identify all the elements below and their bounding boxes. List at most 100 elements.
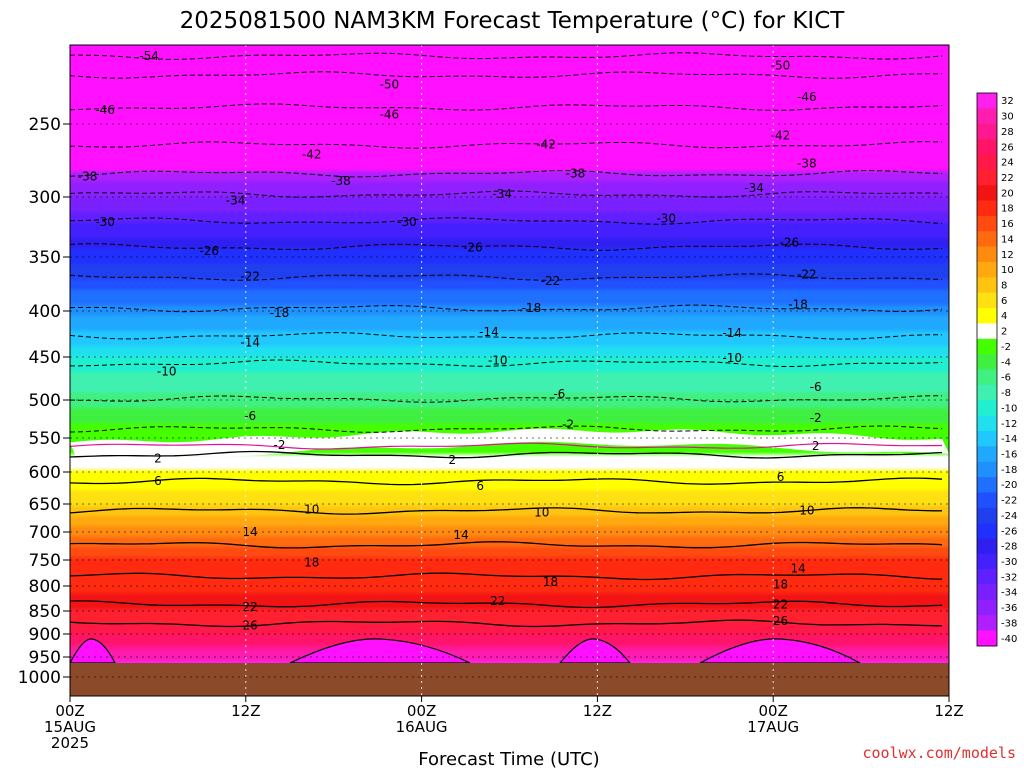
colorbar-label: -28 (1001, 542, 1017, 553)
colorbar-label: 22 (1001, 173, 1014, 184)
colorbar-label: -24 (1001, 511, 1017, 522)
contour-label: -42 (771, 129, 791, 143)
colorbar-label: 14 (1001, 234, 1014, 245)
contour-label: -34 (226, 194, 246, 208)
contour-line (70, 332, 942, 340)
contour-label: -26 (780, 236, 800, 250)
contour-label: -30 (656, 212, 676, 226)
y-tick-label: 300 (29, 188, 61, 208)
credit-link[interactable]: coolwx.com/models (862, 744, 1016, 762)
contour-label: -10 (488, 353, 508, 367)
contour-label: -34 (744, 181, 764, 195)
colorbar-label: 32 (1001, 96, 1014, 107)
contour-label: 26 (243, 619, 258, 633)
y-tick-label: 650 (29, 495, 61, 515)
colorbar-swatch (977, 338, 997, 355)
y-tick-label: 750 (29, 551, 61, 571)
y-axis-ticks: 250 300 350 400 450 500 550 600 650 700 750 800 850 9… (18, 115, 70, 688)
grid-lines (70, 45, 949, 696)
contour-label: -46 (380, 108, 400, 122)
colorbar-swatch (977, 384, 997, 401)
contour-label: -18 (522, 301, 542, 315)
x-tick-label: 2025 (51, 734, 89, 752)
x-tick-label: 00Z (759, 702, 788, 720)
colorbar: 32 30 28 26 24 22 20 18 16 14 12 10 8 6 4 2 -2 -4 -6 -8 -10 -… (976, 92, 1017, 647)
y-tick-label: 500 (29, 391, 61, 411)
contour-line (70, 600, 943, 609)
contour-label: -34 (492, 187, 512, 201)
colorbar-label: 16 (1001, 219, 1014, 230)
colorbar-swatch (977, 400, 997, 416)
contour-label: -26 (463, 240, 483, 254)
x-tick-label: 17AUG (747, 718, 799, 736)
contour-label: -18 (788, 298, 808, 312)
colorbar-label: -22 (1001, 496, 1017, 507)
contour-line (70, 103, 943, 111)
colorbar-swatch (977, 630, 997, 647)
contour-label: -46 (95, 103, 115, 117)
x-tick-label: 12Z (934, 702, 963, 720)
colorbar-label: -30 (1001, 557, 1017, 568)
y-tick-label: 550 (29, 429, 61, 449)
y-tick-label: 850 (29, 602, 61, 622)
colorbar-label: -2 (1001, 342, 1011, 353)
colorbar-label: -10 (1001, 403, 1017, 414)
contour-label: -38 (78, 170, 98, 184)
colorbar-label: 24 (1001, 158, 1014, 169)
ground-fill (70, 663, 949, 696)
colorbar-swatch (977, 461, 997, 478)
contour-line (70, 425, 943, 433)
colorbar-swatch (977, 354, 997, 370)
colorbar-swatch (977, 154, 997, 171)
contour-label: -6 (810, 380, 822, 394)
colorbar-swatch (977, 415, 997, 432)
contour-label: -2 (562, 417, 574, 431)
contour-label: 14 (790, 561, 805, 575)
colorbar-swatch (977, 523, 997, 539)
colorbar-swatch (977, 139, 997, 155)
colorbar-label: -36 (1001, 603, 1017, 614)
colorbar-swatch (977, 200, 997, 217)
y-tick-label: 600 (29, 463, 61, 483)
x-tick-label: 12Z (231, 702, 260, 720)
contour-label: 10 (534, 505, 549, 519)
colorbar-swatch (977, 446, 997, 462)
colorbar-label: 12 (1001, 250, 1014, 261)
freezing-level-band (70, 428, 949, 461)
colorbar-label: -38 (1001, 618, 1017, 629)
y-tick-label: 800 (29, 577, 61, 597)
colorbar-swatch (977, 553, 997, 570)
colorbar-swatch (977, 246, 997, 263)
colorbar-label: 30 (1001, 112, 1014, 123)
colorbar-label: 20 (1001, 188, 1014, 199)
colorbar-swatch (977, 277, 997, 293)
colorbar-border (976, 92, 998, 647)
plot-area: -54 -50 -50 -46 -46 -46 -42 -42 -42 -38 -38 -38 -38 -… (70, 45, 949, 696)
contour-label: -22 (240, 269, 260, 283)
contour-label: -18 (270, 306, 290, 320)
x-tick-label: 00Z (407, 702, 436, 720)
colorbar-swatch (977, 93, 997, 109)
colorbar-label: 18 (1001, 204, 1014, 215)
contour-label: 6 (154, 474, 162, 488)
colorbar-label: 6 (1001, 296, 1007, 307)
contour-label: -22 (541, 274, 561, 288)
surface-warm-pocket (558, 638, 632, 664)
colorbar-swatch (977, 323, 997, 340)
contour-line (70, 169, 943, 178)
contour-label: 18 (304, 556, 319, 570)
contour-label: 22 (490, 594, 505, 608)
contour-label: -26 (199, 244, 219, 258)
colorbar-swatch (977, 492, 997, 509)
colorbar-swatch (977, 292, 997, 309)
colorbar-label: -20 (1001, 480, 1017, 491)
contour-label: 18 (543, 575, 558, 589)
colorbar-swatch (977, 215, 997, 232)
y-tick-label: 900 (29, 625, 61, 645)
colorbar-label: -4 (1001, 357, 1011, 368)
y-tick-label: 400 (29, 302, 61, 322)
y-tick-label: 700 (29, 523, 61, 543)
contour-label: -50 (771, 59, 791, 73)
